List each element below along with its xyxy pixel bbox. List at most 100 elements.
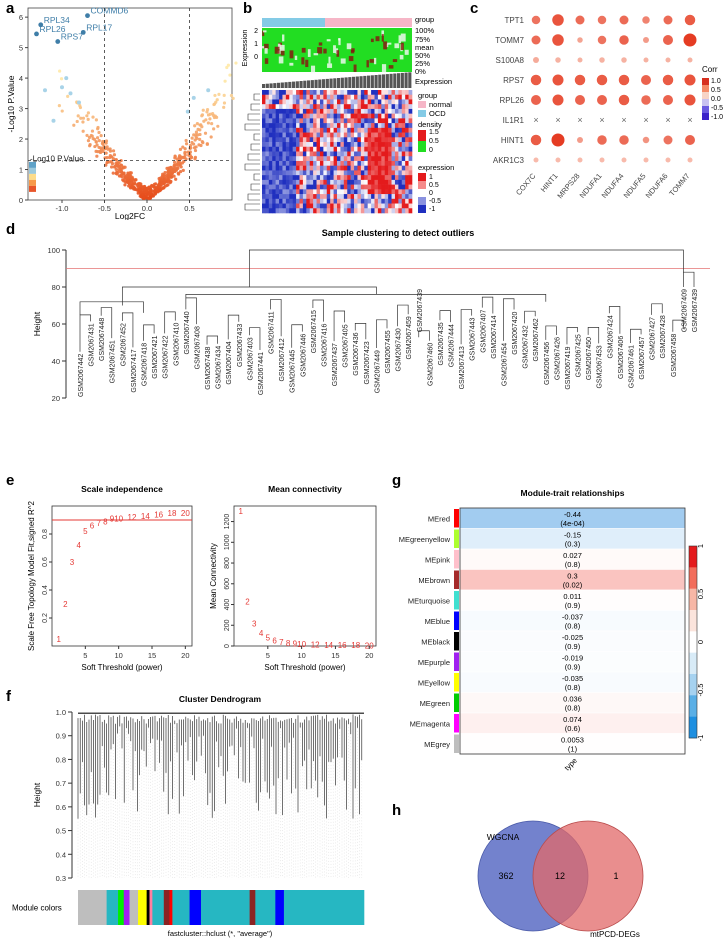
heatmap-cell xyxy=(347,184,351,190)
heatmap-cell xyxy=(394,175,399,181)
heatmap-cell xyxy=(377,160,382,166)
heatmap-cell xyxy=(343,208,348,214)
heatmap-cell xyxy=(285,203,290,209)
heatmap-cell xyxy=(391,208,396,214)
heatmap-cell xyxy=(350,123,355,129)
heatmap-cell xyxy=(323,203,328,209)
sample-leaf-label: GSM2067403 xyxy=(247,337,254,380)
heatmap-cell xyxy=(262,189,266,195)
heatmap-cell xyxy=(384,203,389,209)
heatmap-cell xyxy=(285,99,290,105)
power-label: 9 xyxy=(110,515,115,524)
heatmap-cell xyxy=(357,175,362,181)
heatmap-cell xyxy=(398,175,403,181)
heatmap-cell xyxy=(289,142,293,148)
expression-track-mark xyxy=(311,65,316,74)
heatmap-cell xyxy=(326,194,331,200)
heatmap-cell xyxy=(354,165,358,171)
volcano-point xyxy=(145,193,149,197)
heatmap-cell xyxy=(377,194,382,200)
heatmap-cell xyxy=(360,156,365,162)
heatmap-cell xyxy=(391,160,396,166)
heatmap-cell xyxy=(408,160,413,166)
heatmap-cell xyxy=(350,208,355,214)
heatmap-cell xyxy=(268,184,273,190)
heatmap-cell xyxy=(268,146,273,152)
legend-tick: 0.5 xyxy=(711,87,721,94)
heatmap-cell xyxy=(364,108,368,114)
dendrogram-branch xyxy=(376,319,388,349)
sample-leaf-label: GSM2067418 xyxy=(142,343,149,386)
heatmap-cell xyxy=(388,175,392,181)
heatmap-cell xyxy=(388,123,392,129)
heatmap-cell xyxy=(381,189,386,195)
heatmap-cell xyxy=(360,160,365,166)
heatmap-cell xyxy=(282,127,287,133)
heatmap-cell xyxy=(302,123,307,129)
heatmap-cell xyxy=(391,137,396,143)
heatmap-cell xyxy=(275,179,280,185)
heatmap-cell xyxy=(371,203,375,209)
module-name: MEyellow xyxy=(418,678,451,687)
heatmap-cell xyxy=(330,94,334,100)
volcano-point xyxy=(213,93,217,98)
heatmap-cell xyxy=(330,179,334,185)
heatmap-cell xyxy=(296,170,300,176)
heatmap-cell xyxy=(292,175,297,181)
heatmap-cell xyxy=(299,194,304,200)
y-tick-label: 80 xyxy=(52,283,60,292)
heatmap-cell xyxy=(343,146,348,152)
volcano-point xyxy=(152,185,156,189)
heatmap-cell xyxy=(296,118,300,124)
heatmap-cell xyxy=(408,127,413,133)
heatmap-cell xyxy=(354,123,358,129)
heatmap-cell xyxy=(272,113,276,119)
heatmap-cell xyxy=(371,208,375,214)
volcano-point xyxy=(197,143,201,147)
colorbar-stop xyxy=(689,631,697,653)
heatmap-cell xyxy=(340,160,345,166)
track-tick: 2 xyxy=(254,28,258,35)
heatmap-cell xyxy=(282,104,287,110)
legend-gradient-stop xyxy=(29,167,36,174)
heatmap-cell xyxy=(401,170,406,176)
sample-leaf-label: GSM2067452 xyxy=(120,323,127,366)
heatmap-cell xyxy=(374,156,379,162)
heatmap-cell xyxy=(279,132,283,138)
venn-count-mtpcd: 1 xyxy=(613,871,618,881)
heatmap-cell xyxy=(354,208,358,214)
module-color-segment xyxy=(146,890,150,925)
heatmap-cell xyxy=(265,156,270,162)
heatmap-cell xyxy=(299,175,304,181)
x-tick-label: -0.5 xyxy=(98,204,111,213)
heatmap-cell xyxy=(265,198,270,204)
dendrogram-branch xyxy=(418,330,430,341)
volcano-point xyxy=(174,177,178,181)
power-label: 6 xyxy=(90,522,95,531)
heatmap-cell xyxy=(371,175,375,181)
heatmap-cell xyxy=(285,184,290,190)
heatmap-cell xyxy=(323,208,328,214)
heatmap-cell xyxy=(350,194,355,200)
heatmap-cell xyxy=(302,118,307,124)
heatmap-cell xyxy=(343,104,348,110)
heatmap-cell xyxy=(265,179,270,185)
heatmap-cell xyxy=(388,113,392,119)
heatmap-cell xyxy=(289,127,293,133)
heatmap-cell xyxy=(357,104,362,110)
heatmap-cell xyxy=(360,113,365,119)
heatmap-cell xyxy=(279,156,283,162)
heatmap-cell xyxy=(326,156,331,162)
heatmap-cell xyxy=(292,118,297,124)
sample-leaf-label: GSM2067461 xyxy=(628,345,635,388)
nonsignificant-mark: × xyxy=(621,115,626,125)
track-legend-label: 0% xyxy=(415,67,426,76)
heatmap-cell xyxy=(374,151,379,157)
heatmap-cell xyxy=(401,179,406,185)
volcano-point xyxy=(194,145,198,149)
heatmap-cell xyxy=(330,184,334,190)
heatmap-cell xyxy=(367,156,372,162)
heatmap-cell xyxy=(316,165,321,171)
volcano-point xyxy=(117,174,122,178)
